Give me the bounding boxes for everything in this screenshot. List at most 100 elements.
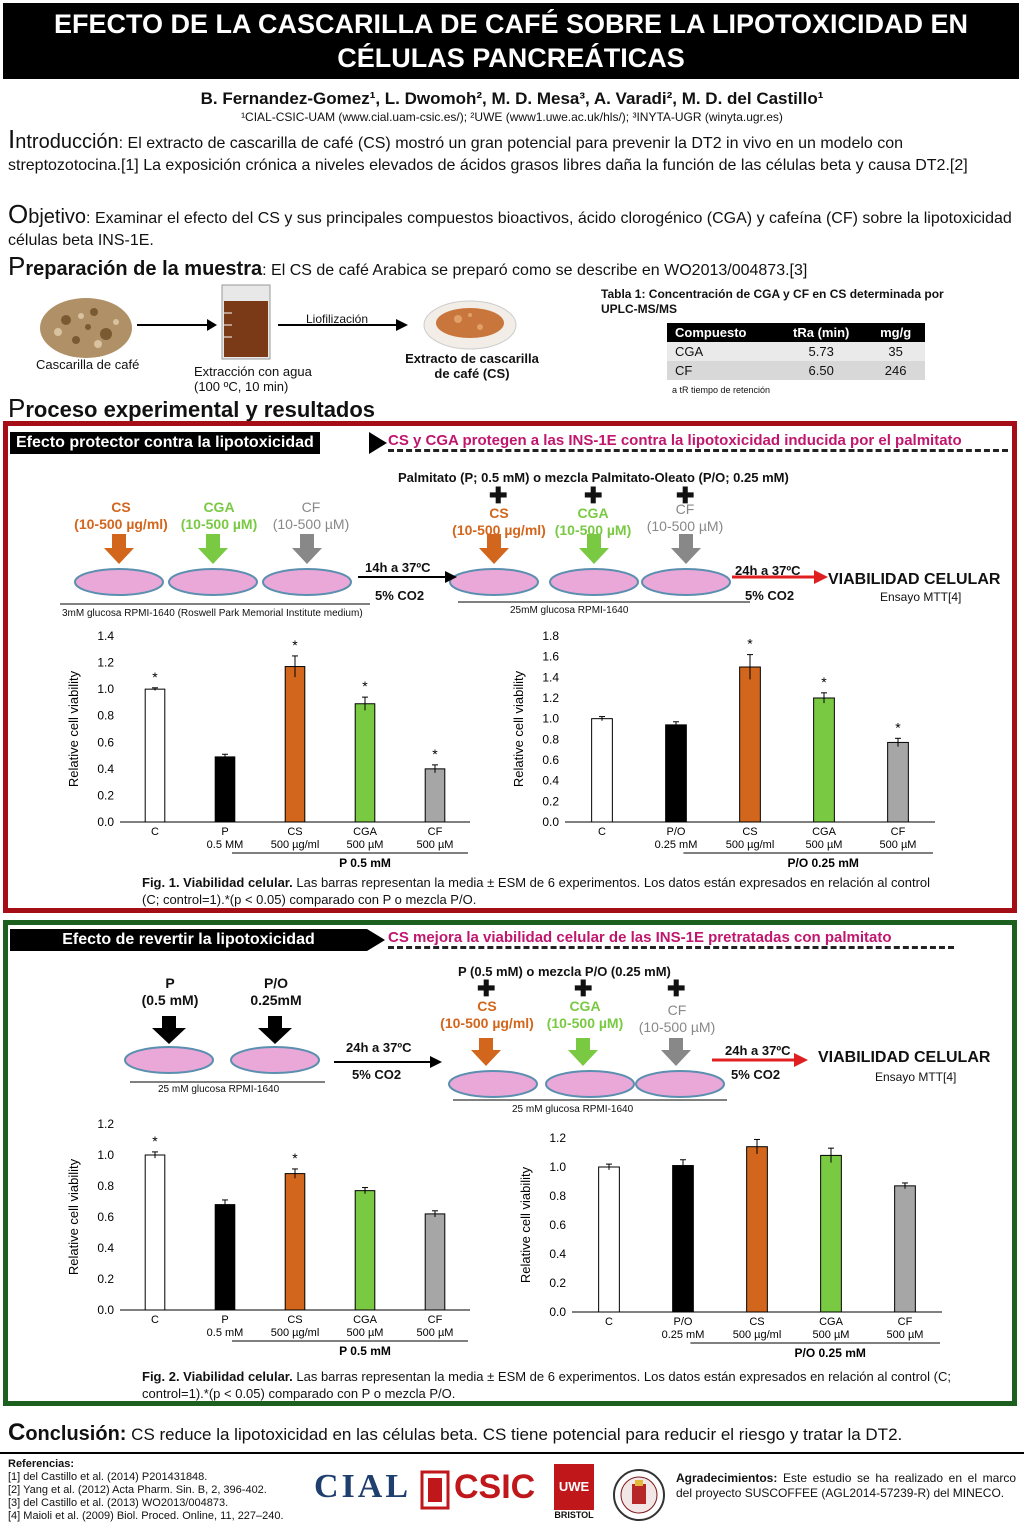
intro-heading: ntroducción (15, 131, 119, 153)
x-tick-label: 0.5 mM (207, 1327, 244, 1339)
y-tick-label: 0.8 (549, 1189, 566, 1203)
affiliations: ¹CIAL-CSIC-UAM (www.cial.uam-csic.es/); … (241, 110, 783, 124)
cga-label: CGA (203, 499, 235, 515)
references: Referencias: [1] del Castillo et al. (20… (8, 1458, 308, 1523)
y-tick-label: 0.6 (549, 1218, 566, 1232)
x-tick-label: P/O (667, 826, 686, 838)
cs-extract-label: Extracto de cascarilla de café (CS) (402, 351, 542, 381)
bar (354, 1190, 376, 1311)
reference-item: [2] Yang et al. (2012) Acta Pharm. Sin. … (8, 1484, 267, 1496)
y-tick-label: 0.8 (542, 732, 559, 746)
medium-label-4: 25 mM glucosa RPMI-1640 (512, 1104, 634, 1115)
po-treatment-label: P/O 0.25mM (226, 975, 326, 1009)
acknowledgements-title: Agradecimientos: (676, 1471, 778, 1485)
group-label: P 0.5 mM (339, 856, 391, 870)
y-tick-label: 0.2 (542, 794, 559, 808)
cs-extract-label-2: de café (CS) (434, 366, 510, 381)
fig1-caption: Fig. 1. Viabilidad celular. Las barras r… (142, 874, 942, 908)
down-arrow-icon (104, 534, 701, 564)
conclusion-initial: C (8, 1419, 26, 1446)
objective-heading: bjetivo (28, 206, 87, 228)
y-tick-label: 0.8 (97, 709, 114, 723)
co2-2: 5% CO2 (745, 588, 795, 603)
significance-marker: * (152, 669, 158, 685)
mtt-assay-label-2: Ensayo MTT[4] (875, 1070, 957, 1084)
bar (672, 1165, 694, 1313)
cf-label: CF (301, 499, 321, 515)
significance-marker: * (362, 678, 368, 694)
viability-label-2: VIABILIDAD CELULAR (818, 1049, 991, 1066)
petri-dish-icon (74, 568, 731, 596)
bar (144, 688, 166, 823)
conclusion-text: CS reduce la lipotoxicidad en las célula… (126, 1425, 903, 1444)
fig2-caption: Fig. 2. Viabilidad celular. Las barras r… (142, 1368, 972, 1402)
bar (820, 1154, 842, 1313)
x-tick-label: P (221, 1314, 228, 1326)
cf-dose: (10-500 µM) (646, 518, 724, 534)
title-line-2: CÉLULAS PANCREÁTICAS (337, 43, 685, 73)
reference-item: [1] del Castillo et al. (2014) P20143184… (8, 1471, 208, 1483)
cga-label: CGA (577, 505, 609, 521)
table1-header: Compuesto (667, 323, 777, 342)
fig2-caption-text: Las barras representan la media ± ESM de… (142, 1369, 951, 1401)
fig2-caption-title: Fig. 2. Viabilidad celular. (142, 1369, 293, 1384)
co2-1: 5% CO2 (375, 588, 425, 603)
x-tick-label: C (605, 1316, 613, 1328)
incubation-2: 24h a 37ºC (735, 563, 801, 578)
cf-dose: (10-500 µM) (638, 1019, 716, 1035)
cs-dose: (10-500 µg/ml) (452, 522, 546, 538)
x-tick-label: CF (428, 826, 443, 838)
bar (144, 1154, 166, 1311)
plus-icon: ✚ (667, 976, 686, 1001)
conclusion-heading: onclusión: (25, 1423, 127, 1445)
bar (284, 1173, 306, 1311)
references-title: Referencias: (8, 1458, 75, 1470)
significance-marker: * (152, 1133, 158, 1149)
mix-label: P (0.5 mM) o mezcla P/O (0.25 mM) (458, 964, 671, 979)
cga-treatment-label: CGA (10-500 µM) (174, 499, 264, 533)
x-tick-label: 0.25 mM (655, 839, 698, 851)
x-tick-label: CGA (819, 1316, 844, 1328)
table1: Compuesto tRa (min) mg/g CGA 5.73 35 CF … (667, 323, 925, 380)
incubation-3: 24h a 37ºC (346, 1040, 412, 1055)
y-tick-label: 0.0 (97, 1303, 114, 1317)
cga-treatment-label-2: CGA (10-500 µM) (548, 505, 638, 539)
reference-item: [3] del Castillo et al. (2013) WO2013/00… (8, 1497, 229, 1509)
x-tick-label: 500 µM (880, 839, 917, 851)
process-initial: P (8, 393, 26, 423)
cs-extract-image (423, 300, 517, 350)
x-tick-label: 0.5 MM (207, 839, 244, 851)
table-cell: 246 (866, 361, 925, 380)
ugr-seal-icon (613, 1469, 665, 1521)
down-arrow-icon (152, 1016, 691, 1066)
group-label: P/O 0.25 mM (788, 856, 859, 870)
y-tick-label: 1.2 (97, 656, 114, 670)
table1-caption: Tabla 1: Concentración de CGA y CF en CS… (601, 287, 944, 316)
x-tick-label: P (221, 826, 228, 838)
objective-paragraph: Objetivo: Examinar el efecto del CS y su… (8, 201, 1014, 252)
incubation-4: 24h a 37ºC (725, 1043, 791, 1058)
cial-logo: CIAL (314, 1468, 410, 1516)
significance-marker: * (747, 636, 753, 652)
poster-title: EFECTO DE LA CASCARILLA DE CAFÉ SOBRE LA… (3, 3, 1019, 79)
x-tick-label: CS (749, 1316, 764, 1328)
significance-marker: * (292, 637, 298, 653)
y-axis-label: Relative cell viability (511, 670, 526, 787)
bar (424, 1213, 446, 1311)
intro-paragraph: Introducción: El extracto de cascarilla … (8, 126, 1014, 177)
extraction-label-1: Extracción con agua (194, 364, 312, 379)
y-tick-label: 0.2 (97, 788, 114, 802)
y-tick-label: 1.0 (542, 712, 559, 726)
cs-extract-label-1: Extracto de cascarilla (405, 351, 539, 366)
y-tick-label: 1.2 (549, 1131, 566, 1145)
preparation-text: : El CS de café Arabica se preparó como … (262, 262, 808, 279)
acknowledgements-text: Este estudio se ha realizado en el marco… (676, 1471, 1016, 1500)
bar (354, 703, 376, 823)
significance-marker: * (432, 746, 438, 762)
tag-arrow-icon (369, 432, 387, 454)
authors: B. Fernandez-Gomez¹, L. Dwomoh², M. D. M… (200, 89, 824, 108)
bar (591, 718, 613, 823)
x-tick-label: 500 µM (347, 839, 384, 851)
x-tick-label: CF (428, 1314, 443, 1326)
fig1-chart-p: Relative cell viability 0.0 0.2 0.4 0.6 0.8 1.… (66, 629, 470, 870)
